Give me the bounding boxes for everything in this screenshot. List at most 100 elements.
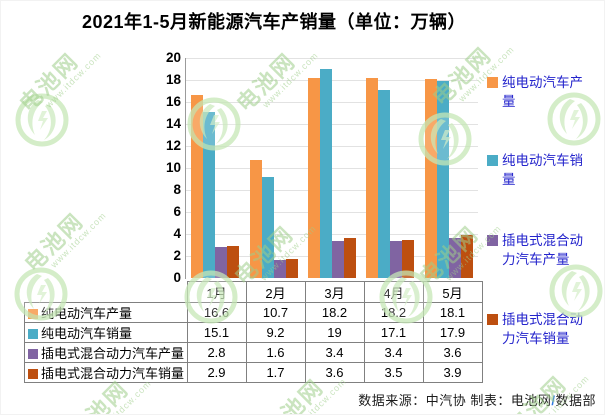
- table-month-header: 5月: [422, 281, 483, 303]
- y-axis-tick: 0: [173, 270, 181, 285]
- watermark-brand-text: 电池网 www.itdcw.com: [14, 23, 116, 123]
- bar-group-2月: [244, 58, 302, 278]
- bar: [191, 95, 204, 278]
- table-month-header: 1月: [186, 281, 247, 303]
- y-axis-tick: 14: [165, 116, 181, 131]
- legend-key-swatch: [487, 77, 498, 88]
- y-axis-tick: 4: [173, 226, 181, 241]
- bar: [285, 259, 298, 278]
- gridline: [186, 80, 478, 81]
- bar: [319, 69, 332, 278]
- footer-source-text: 数据来源：中汽协 制表：电池网: [358, 393, 552, 408]
- y-axis-tick: 12: [165, 138, 181, 153]
- table-value-cell: 18.2: [363, 302, 424, 323]
- table-value-cell: 1.7: [245, 362, 306, 383]
- legend-item: 插电式混合动力汽车销量: [487, 311, 604, 349]
- table-series-key-swatch: [28, 329, 38, 339]
- table-value-cell: 3.6: [422, 342, 483, 363]
- bar: [307, 77, 320, 278]
- table-value-cell: 15.1: [186, 322, 247, 343]
- table-series-label: 纯电动汽车产量: [24, 302, 188, 323]
- table-value-cell: 1.6: [245, 342, 306, 363]
- footer-suffix-text: 数据部: [555, 393, 596, 408]
- gridline: [186, 124, 478, 125]
- bar: [249, 160, 262, 278]
- bar: [460, 235, 473, 278]
- table-value-cell: 18.1: [422, 302, 483, 323]
- bar-group-1月: [186, 58, 244, 278]
- bar-group-4月: [361, 58, 419, 278]
- table-value-cell: 17.1: [363, 322, 424, 343]
- table-value-cell: 18.2: [304, 302, 365, 323]
- legend-key-swatch: [487, 314, 498, 325]
- legend-label: 插电式混合动力汽车产量: [502, 233, 583, 267]
- table-value-cell: 3.4: [304, 342, 365, 363]
- watermark-brand-name: 电池网: [14, 48, 84, 117]
- table-value-cell: 16.6: [186, 302, 247, 323]
- table-series-key-swatch: [28, 309, 38, 319]
- gridline: [186, 146, 478, 147]
- table-series-label: 插电式混合动力汽车销量: [24, 362, 188, 383]
- gridline: [186, 190, 478, 191]
- table-series-key-swatch: [28, 369, 38, 379]
- watermark-brand-text: 电池网 www.itdcw.com: [20, 183, 121, 283]
- bar: [215, 247, 228, 278]
- bar: [227, 246, 240, 278]
- table-value-cell: 3.5: [363, 362, 424, 383]
- bar: [448, 238, 461, 278]
- table-series-key-swatch: [28, 349, 38, 359]
- bar-group-5月: [420, 58, 478, 278]
- bar: [378, 89, 391, 278]
- data-table: 1月 2月 3月 4月 5月 纯电动汽车产量 16.6 10.7 18.2 18.2 18.1 纯电动…: [24, 281, 483, 383]
- legend-label: 纯电动汽车产量: [502, 75, 583, 109]
- watermark-brand-url: www.itdcw.com: [43, 50, 104, 110]
- y-axis-tick: 16: [165, 94, 181, 109]
- watermark-brand-url: www.itdcw.com: [48, 210, 109, 270]
- table-value-cell: 3.9: [422, 362, 483, 383]
- table-value-cell: 2.9: [186, 362, 247, 383]
- table-value-cell: 2.8: [186, 342, 247, 363]
- bar: [436, 81, 449, 278]
- bar: [390, 240, 403, 278]
- legend-key-swatch: [487, 235, 498, 246]
- bar: [273, 260, 286, 278]
- plot-area: [185, 58, 478, 279]
- y-axis-tick: 2: [173, 248, 181, 263]
- y-axis-tick: 8: [173, 182, 181, 197]
- bar: [343, 238, 356, 278]
- table-value-cell: 3.4: [363, 342, 424, 363]
- footer-note: 数据来源：中汽协 制表：电池网/数据部: [358, 390, 596, 409]
- table-series-label: 纯电动汽车销量: [24, 322, 188, 343]
- table-month-header: 3月: [304, 281, 365, 303]
- watermark-logo-icon: [15, 93, 69, 147]
- y-axis-tick: 20: [165, 50, 181, 65]
- table-value-cell: 10.7: [245, 302, 306, 323]
- gridline: [186, 102, 478, 103]
- table-value-cell: 9.2: [245, 322, 306, 343]
- bar: [261, 176, 274, 278]
- chart-title: 2021年1-5月新能源汽车产销量（单位：万辆）: [81, 12, 467, 32]
- legend-label: 插电式混合动力汽车销量: [502, 312, 583, 346]
- y-axis-tick: 6: [173, 204, 181, 219]
- y-axis-line: [185, 58, 186, 279]
- bar: [366, 77, 379, 278]
- y-axis-tick: 18: [165, 72, 181, 87]
- legend-item: 纯电动汽车产量: [487, 74, 604, 112]
- table-month-header: 4月: [363, 281, 424, 303]
- bar: [203, 111, 216, 278]
- gridline: [186, 212, 478, 213]
- legend-label: 纯电动汽车销量: [502, 153, 583, 187]
- watermark-logo-icon: [549, 264, 603, 318]
- legend-item: 纯电动汽车销量: [487, 152, 604, 190]
- gridline: [186, 168, 478, 169]
- legend-item: 插电式混合动力汽车产量: [487, 232, 604, 270]
- y-axis-tick: 10: [165, 160, 181, 175]
- gridline: [186, 234, 478, 235]
- footer-slash: /: [551, 393, 556, 408]
- table-value-cell: 3.6: [304, 362, 365, 383]
- gridline: [186, 58, 478, 59]
- table-value-cell: 17.9: [422, 322, 483, 343]
- bar: [402, 239, 415, 278]
- bar-group-3月: [303, 58, 361, 278]
